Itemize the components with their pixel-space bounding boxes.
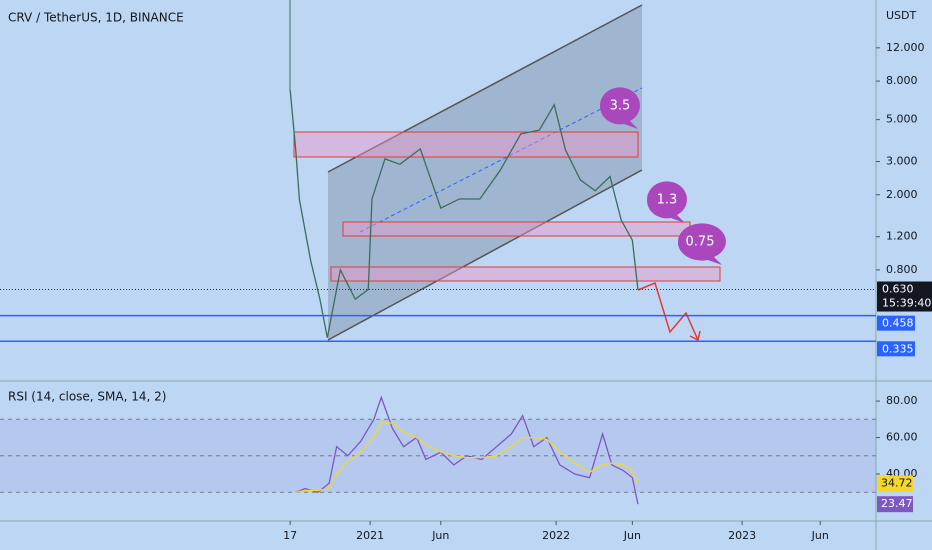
- chart-title: CRV / TetherUS, 1D, BINANCE: [8, 11, 184, 25]
- y-tick-label: 3.000: [886, 155, 918, 168]
- last-price-label: 0.630: [882, 283, 914, 296]
- rsi-title: RSI (14, close, SMA, 14, 2): [8, 390, 166, 404]
- level-tag: [877, 341, 915, 357]
- x-tick-label: Jun: [623, 529, 641, 542]
- x-tick-label: 2021: [356, 529, 384, 542]
- x-tick-label: 2022: [542, 529, 570, 542]
- bubble: [646, 181, 687, 223]
- last-value-tag: [877, 475, 913, 492]
- zone: [293, 131, 639, 158]
- last-value-tag: [877, 496, 913, 513]
- level-label: 0.458: [882, 317, 914, 330]
- last-price-tag: [877, 281, 932, 312]
- y-tick-label: 8.000: [886, 74, 918, 87]
- zone: [342, 221, 691, 237]
- bubble: [599, 87, 640, 129]
- bubble: [677, 223, 726, 265]
- y-tick-label: 0.800: [886, 263, 918, 276]
- x-tick-label: 2023: [728, 529, 756, 542]
- bubbles: 3.5 1.3 0.75: [599, 87, 726, 265]
- channel-top: [327, 4, 643, 173]
- y-tick-label: 60.00: [886, 431, 918, 444]
- arrow-head: [689, 330, 701, 342]
- y-tick-label: 1.200: [886, 230, 918, 243]
- y-axis-label: USDT: [886, 9, 917, 22]
- channel-bottom: [327, 169, 643, 341]
- projection-arrow: [637, 281, 699, 341]
- channel-mid: [359, 87, 643, 233]
- y-tick-label: 2.000: [886, 188, 918, 201]
- channel: [328, 5, 642, 340]
- last-value-label: 23.47: [881, 497, 913, 510]
- countdown: 15:39:40: [882, 297, 931, 310]
- y-tick-label: 5.000: [886, 113, 918, 126]
- series-line: [295, 422, 639, 493]
- level-label: 0.335: [882, 342, 914, 355]
- zone: [330, 266, 721, 282]
- x-tick-label: 17: [283, 529, 297, 542]
- x-tick-label: Jun: [431, 529, 449, 542]
- last-value-label: 34.72: [881, 477, 913, 490]
- x-tick-label: Jun: [811, 529, 829, 542]
- bubble-label: 1.3: [657, 193, 678, 208]
- bubble-label: 0.75: [686, 235, 715, 250]
- series-line: [289, 89, 639, 338]
- level-tag: [877, 315, 915, 331]
- y-tick-label: 80.00: [886, 394, 918, 407]
- bubble-label: 3.5: [610, 99, 631, 114]
- y-tick-label: 12.000: [886, 41, 925, 54]
